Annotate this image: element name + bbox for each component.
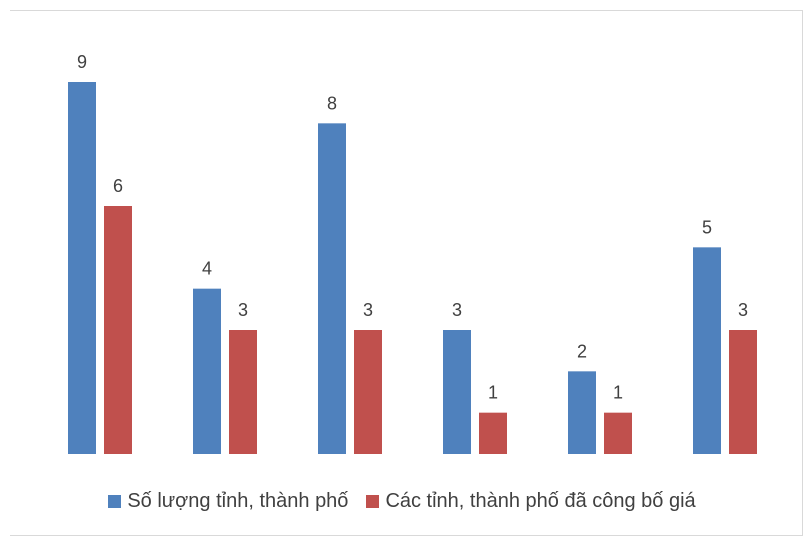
bar-series-1-group-6 <box>693 247 721 454</box>
data-label-series-1-group-3: 8 <box>327 93 337 113</box>
data-label-series-1-group-5: 2 <box>577 341 587 361</box>
data-label-series-2-group-4: 1 <box>488 383 498 403</box>
bar-series-1-group-1 <box>68 82 96 454</box>
data-label-series-2-group-1: 6 <box>113 176 123 196</box>
data-label-series-2-group-2: 3 <box>238 300 248 320</box>
bar-series-1-group-2 <box>193 288 221 454</box>
bar-series-2-group-4 <box>479 412 507 454</box>
legend-item-series-2: Các tỉnh, thành phố đã công bố giá <box>366 490 696 513</box>
data-label-series-1-group-6: 5 <box>702 217 712 237</box>
legend-item-series-1: Số lượng tỉnh, thành phố <box>108 490 348 513</box>
legend-label-series-1: Số lượng tỉnh, thành phố <box>127 490 349 512</box>
legend-swatch-series-2 <box>366 495 380 508</box>
data-label-series-2-group-6: 3 <box>738 300 748 320</box>
data-label-series-2-group-5: 1 <box>613 383 623 403</box>
data-label-series-1-group-2: 4 <box>202 259 212 279</box>
legend-label-series-2: Các tỉnh, thành phố đã công bố giá <box>385 490 696 512</box>
bar-series-2-group-6 <box>729 330 757 454</box>
chart-frame <box>10 10 803 536</box>
bar-series-2-group-5 <box>604 412 632 454</box>
legend-swatch-series-1 <box>108 495 122 508</box>
data-label-series-2-group-3: 3 <box>363 300 373 320</box>
bar-series-1-group-5 <box>568 371 596 454</box>
data-label-series-1-group-4: 3 <box>452 300 462 320</box>
data-label-series-1-group-1: 9 <box>77 52 87 72</box>
bar-series-2-group-2 <box>229 330 257 454</box>
bar-series-1-group-3 <box>318 123 346 454</box>
bar-series-1-group-4 <box>443 330 471 454</box>
bar-series-2-group-1 <box>104 206 132 454</box>
legend: Số lượng tỉnh, thành phố Các tỉnh, thành… <box>0 490 804 513</box>
bar-series-2-group-3 <box>354 330 382 454</box>
